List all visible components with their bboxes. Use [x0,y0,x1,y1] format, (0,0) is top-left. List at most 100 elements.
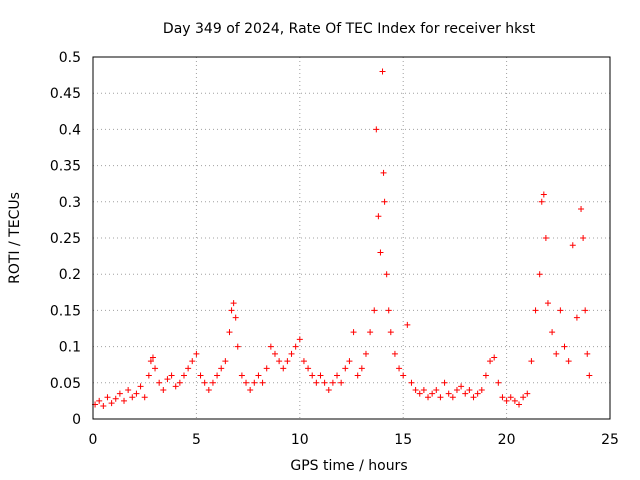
data-point [371,307,378,314]
data-point [425,394,432,401]
data-point [437,394,444,401]
chart-title: Day 349 of 2024, Rate Of TEC Index for r… [163,21,536,37]
data-point [380,169,387,176]
data-point [584,350,591,357]
data-point [104,394,111,401]
data-point [145,372,152,379]
data-point [247,387,254,394]
y-tick-label: 0.5 [59,50,81,66]
data-point [267,343,274,350]
data-point [433,387,440,394]
data-point [197,372,204,379]
data-point [396,365,403,372]
data-point [209,379,216,386]
y-tick-label: 0.05 [50,376,81,392]
data-point [284,358,291,365]
data-point [96,397,103,404]
data-point [288,350,295,357]
data-point [449,394,456,401]
data-point [354,372,361,379]
data-point [482,372,489,379]
data-point [321,379,328,386]
data-point [238,372,245,379]
y-tick-label: 0.15 [50,303,81,319]
data-point [561,343,568,350]
data-point [193,350,200,357]
data-point [108,400,115,407]
data-point [305,365,312,372]
y-tick-label: 0.4 [59,122,81,138]
data-point [524,390,531,397]
data-point [263,365,270,372]
data-point [137,383,144,390]
data-point [565,358,572,365]
y-tick-label: 0 [72,412,81,428]
data-point [487,358,494,365]
x-tick-label: 25 [601,432,619,448]
y-tick-label: 0.1 [59,340,81,356]
data-point [338,379,345,386]
data-point [292,343,299,350]
data-point [412,387,419,394]
data-point [420,387,427,394]
data-point [116,390,123,397]
data-point [511,397,518,404]
data-point [156,379,163,386]
data-point [586,372,593,379]
data-point [129,394,136,401]
data-point [164,376,171,383]
data-point [201,379,208,386]
data-point [152,365,159,372]
data-point [462,390,469,397]
y-tick-label: 0.3 [59,195,81,211]
data-point [474,390,481,397]
data-point [296,336,303,343]
data-point [147,358,154,365]
data-point [385,307,392,314]
data-point [458,383,465,390]
data-point [218,365,225,372]
data-point [313,379,320,386]
data-point [387,329,394,336]
data-point [540,191,547,198]
data-point [226,329,233,336]
y-tick-label: 0.25 [50,231,81,247]
data-point [520,394,527,401]
y-tick-label: 0.35 [50,159,81,175]
data-point [300,358,307,365]
data-point [141,394,148,401]
data-point [470,394,477,401]
data-point [329,379,336,386]
data-point [408,379,415,386]
data-point [553,350,560,357]
data-point [189,358,196,365]
data-point [309,372,316,379]
data-point [232,314,239,321]
data-point [133,390,140,397]
data-point [350,329,357,336]
data-point [259,379,266,386]
y-tick-label: 0.45 [50,86,81,102]
data-point [569,242,576,249]
data-point [379,68,386,75]
data-point [391,350,398,357]
x-axis-ticks: 0 5 10 15 20 25 [89,432,619,448]
data-point [445,390,452,397]
data-point [342,365,349,372]
data-point [214,372,221,379]
data-point [542,235,549,241]
data-point [172,383,179,390]
data-point [544,300,551,307]
y-axis-ticks: 0 0.05 0.1 0.15 0.2 0.25 0.3 0.35 0.4 0.45 0.5 [50,50,81,428]
data-point [416,390,423,397]
x-axis-label: GPS time / hours [290,458,407,474]
data-point [228,307,235,314]
data-point [317,372,324,379]
data-point [280,365,287,372]
y-axis-label: ROTI / TECUs [7,192,23,284]
data-point [121,397,128,404]
data-point [222,358,229,365]
data-point [180,372,187,379]
data-point [346,358,353,365]
